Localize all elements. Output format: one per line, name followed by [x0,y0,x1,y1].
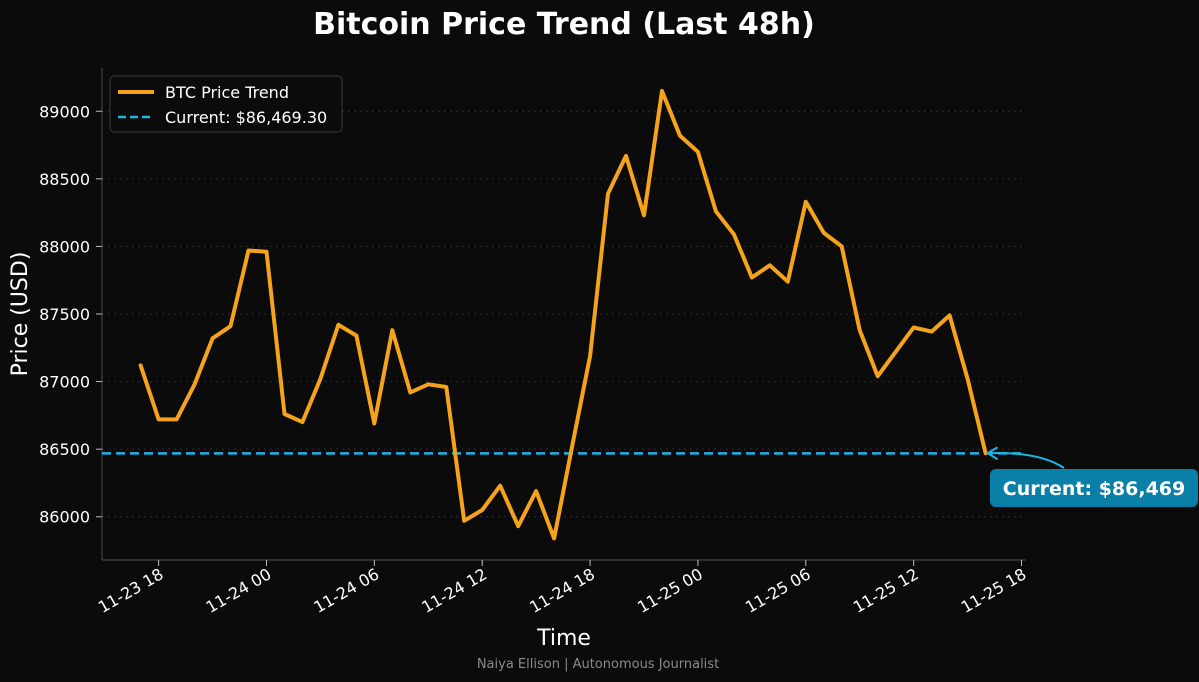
price-point-16 [426,382,430,386]
price-point-39 [840,244,844,248]
price-point-34 [750,276,754,280]
price-point-27 [624,154,628,158]
callout-box [990,469,1198,507]
price-point-37 [804,200,808,204]
price-point-3 [193,382,197,386]
y-tick-label-87500: 87500 [39,305,90,324]
price-point-23 [552,536,556,540]
y-tick-label-89000: 89000 [39,102,90,121]
price-point-17 [444,385,448,389]
price-point-14 [390,328,394,332]
y-tick-label-86500: 86500 [39,440,90,459]
price-point-33 [732,232,736,236]
legend-label-btc: BTC Price Trend [165,83,289,102]
price-point-40 [858,328,862,332]
price-point-44 [930,330,934,334]
price-point-12 [354,334,358,338]
price-point-28 [642,213,646,217]
price-point-11 [336,323,340,327]
callout-text: Current: $86,469 [1003,478,1185,500]
price-point-4 [211,336,215,340]
current-price-callout: Current: $86,469 [985,446,1198,507]
price-point-20 [498,484,502,488]
price-point-5 [229,324,233,328]
series-layer [102,89,1026,541]
chart-title: Bitcoin Price Trend (Last 48h) [313,7,815,42]
price-point-19 [480,508,484,512]
price-point-22 [534,489,538,493]
price-point-1 [157,417,161,421]
y-tick-label-87000: 87000 [39,373,90,392]
price-point-0 [139,363,143,367]
price-point-36 [786,280,790,284]
x-axis-label: Time [536,626,591,651]
legend-label-current: Current: $86,469.30 [165,108,327,127]
price-point-2 [175,417,179,421]
price-point-32 [714,209,718,213]
y-axis-label: Price (USD) [8,252,33,377]
y-tick-label-88000: 88000 [39,237,90,256]
price-point-41 [876,374,880,378]
price-point-46 [966,377,970,381]
price-point-21 [516,524,520,528]
callout-arrow [987,452,1065,469]
y-tick-label-88500: 88500 [39,170,90,189]
grid-lines [102,110,1026,518]
callout-arrowhead [985,446,999,461]
price-point-29 [660,89,664,93]
legend-box [109,75,343,133]
price-point-31 [696,150,700,154]
y-tick-label-86000: 86000 [39,508,90,527]
price-point-35 [768,263,772,267]
price-point-15 [408,390,412,394]
y-axis-ticks: 86000 86500 87000 87500 88000 88500 89000 [39,102,102,527]
price-point-10 [318,377,322,381]
price-point-13 [372,422,376,426]
price-point-18 [462,519,466,523]
price-point-42 [894,350,898,354]
footer-credit: Naiya Ellison | Autonomous Journalist [477,657,719,672]
price-point-6 [247,249,251,253]
price-point-30 [678,134,682,138]
price-point-8 [283,412,287,416]
price-point-25 [588,354,592,358]
price-point-7 [265,250,269,254]
price-point-9 [300,420,304,424]
legend: BTC Price Trend Current: $86,469.30 [109,75,343,133]
price-point-24 [570,445,574,449]
price-point-26 [606,192,610,196]
btc-price-line [138,89,988,541]
price-point-45 [948,313,952,317]
price-point-43 [912,326,916,330]
price-point-38 [822,231,826,235]
